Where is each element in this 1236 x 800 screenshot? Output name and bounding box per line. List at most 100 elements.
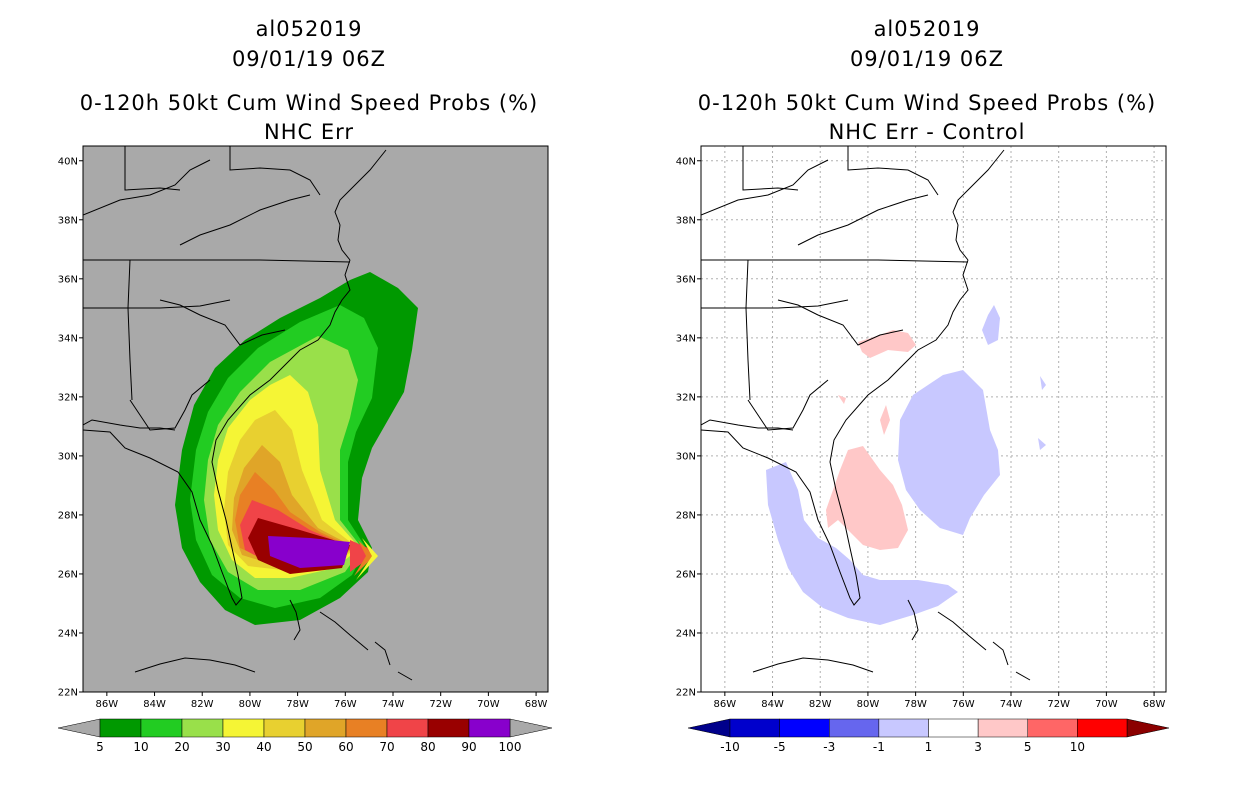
right-colorbar-label: -3	[823, 740, 835, 754]
left-colorbar-swatch	[345, 718, 388, 738]
left-colorbar-swatch	[181, 718, 224, 738]
right-difference-field	[766, 305, 1046, 625]
left-lat-label: 34N	[58, 333, 78, 344]
right-lat-label: 30N	[676, 451, 696, 462]
right-lat-label: 38N	[676, 215, 696, 226]
left-colorbar-low-arrow	[57, 718, 101, 738]
left-colorbar-label: 60	[338, 740, 353, 754]
left-colorbar-label: 50	[297, 740, 312, 754]
right-lat-label: 36N	[676, 274, 696, 285]
left-datetime: 09/01/19 06Z	[231, 47, 387, 71]
right-colorbar-low-arrow	[687, 718, 731, 738]
left-colorbar-swatch	[140, 718, 183, 738]
left-storm-id: al052019	[255, 17, 363, 41]
left-lat-label: 40N	[58, 156, 78, 167]
left-lon-label: 70W	[477, 699, 500, 710]
left-title: 0-120h 50kt Cum Wind Speed Probs (%)	[79, 91, 539, 115]
left-colorbar-label: 5	[96, 740, 104, 754]
right-lon-label: 72W	[1047, 699, 1070, 710]
left-lat-label: 24N	[58, 628, 78, 639]
left-probability-field	[175, 272, 418, 625]
left-coastlines	[83, 149, 387, 606]
right-lon-label: 76W	[952, 699, 975, 710]
left-panel: al052019 09/01/19 06Z 0-120h 50kt Cum Wi…	[57, 17, 553, 754]
left-lat-label: 36N	[58, 274, 78, 285]
left-colorbar-high-arrow	[509, 718, 553, 738]
right-colorbar-label: 3	[974, 740, 982, 754]
left-islands	[134, 599, 413, 681]
left-lon-label: 74W	[382, 699, 405, 710]
right-lat-label: 34N	[676, 333, 696, 344]
right-colorbar-label: 5	[1024, 740, 1032, 754]
left-lon-label: 86W	[96, 699, 119, 710]
right-lat-label: 26N	[676, 569, 696, 580]
left-lat-label: 38N	[58, 215, 78, 226]
right-lon-label: 86W	[714, 699, 737, 710]
left-colorbar-swatch	[386, 718, 429, 738]
right-lon-label: 74W	[1000, 699, 1023, 710]
right-colorbar-swatch	[928, 718, 979, 738]
left-state-borders	[83, 146, 351, 431]
left-colorbar-label: 10	[133, 740, 148, 754]
right-colorbar-swatch	[1027, 718, 1078, 738]
right-colorbar-swatch	[729, 718, 780, 738]
left-colorbar-swatch	[468, 718, 511, 738]
right-colorbar-swatch	[977, 718, 1028, 738]
left-map: 40N 38N 36N 34N 32N 30N 28N 26N 24N 22N 86W 84W 82W 8…	[57, 145, 553, 754]
left-map-frame	[82, 145, 549, 693]
right-colorbar: -10 -5 -3 -1 1 3 5 10	[687, 718, 1170, 754]
left-colorbar-label: 80	[420, 740, 435, 754]
right-panel: al052019 09/01/19 06Z 0-120h 50kt Cum Wi…	[618, 0, 1236, 800]
right-state-borders	[701, 146, 969, 431]
left-lon-label: 84W	[143, 699, 166, 710]
left-colorbar-swatch	[427, 718, 470, 738]
left-axes: 40N 38N 36N 34N 32N 30N 28N 26N 24N 22N 86W 84W 82W 8…	[58, 156, 548, 710]
left-lon-label: 82W	[191, 699, 214, 710]
left-colorbar-label: 100	[499, 740, 522, 754]
left-subtitle: NHC Err	[263, 120, 354, 144]
left-colorbar-swatch	[263, 718, 306, 738]
right-lon-label: 78W	[904, 699, 927, 710]
right-colorbar-label: -10	[720, 740, 740, 754]
right-lon-label: 82W	[809, 699, 832, 710]
left-lat-label: 22N	[58, 688, 78, 699]
right-lon-label: 70W	[1095, 699, 1118, 710]
right-lon-label: 80W	[857, 699, 880, 710]
right-storm-id: al052019	[873, 17, 981, 41]
right-colorbar-label: -1	[873, 740, 885, 754]
right-axes: 40N 38N 36N 34N 32N 30N 28N 26N 24N 22N 86W 84W 82W 8…	[676, 156, 1166, 710]
right-map: 40N 38N 36N 34N 32N 30N 28N 26N 24N 22N 86W 84W 82W 8…	[676, 145, 1170, 754]
left-lon-label: 72W	[429, 699, 452, 710]
left-colorbar-label: 20	[174, 740, 189, 754]
right-colorbar-label: 10	[1070, 740, 1085, 754]
right-lat-label: 24N	[676, 628, 696, 639]
right-map-frame	[700, 145, 1167, 693]
right-lon-label: 84W	[761, 699, 784, 710]
right-lat-label: 32N	[676, 392, 696, 403]
left-colorbar-swatch	[99, 718, 142, 738]
left-lon-label: 78W	[286, 699, 309, 710]
left-lat-label: 28N	[58, 510, 78, 521]
right-colorbar-swatch	[1077, 718, 1128, 738]
left-lon-label: 80W	[239, 699, 262, 710]
left-colorbar: 5 10 20 30 40 50 60 70 80 90 100	[57, 718, 553, 754]
right-colorbar-swatch	[779, 718, 830, 738]
left-lon-label: 68W	[525, 699, 548, 710]
left-colorbar-label: 40	[256, 740, 271, 754]
right-lat-label: 22N	[676, 688, 696, 699]
right-lat-label: 28N	[676, 510, 696, 521]
left-colorbar-label: 90	[461, 740, 476, 754]
left-lat-label: 26N	[58, 569, 78, 580]
right-lon-label: 68W	[1143, 699, 1166, 710]
left-lon-label: 76W	[334, 699, 357, 710]
left-colorbar-label: 70	[379, 740, 394, 754]
left-colorbar-label: 30	[215, 740, 230, 754]
right-lat-label: 40N	[676, 156, 696, 167]
right-colorbar-swatch	[829, 718, 880, 738]
left-colorbar-swatch	[304, 718, 347, 738]
right-colorbar-high-arrow	[1126, 718, 1170, 738]
right-title: 0-120h 50kt Cum Wind Speed Probs (%)	[697, 91, 1157, 115]
right-colorbar-swatch	[878, 718, 929, 738]
right-coastlines	[701, 149, 1005, 606]
left-lat-label: 32N	[58, 392, 78, 403]
